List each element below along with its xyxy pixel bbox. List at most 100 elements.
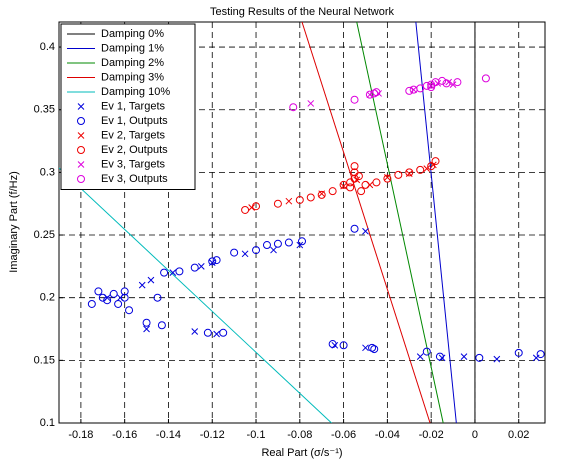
target-marker — [213, 330, 220, 338]
output-marker — [481, 74, 490, 83]
damping-line — [59, 167, 332, 423]
y-tick-label: 0.2 — [40, 292, 55, 304]
target-marker — [147, 276, 155, 284]
output-marker — [370, 345, 379, 354]
target-marker — [169, 269, 177, 276]
output-marker — [284, 238, 293, 247]
target-marker — [116, 294, 124, 302]
legend-label: Ev 1, Outputs — [101, 115, 168, 127]
output-marker — [212, 256, 221, 265]
output-marker — [453, 78, 462, 87]
target-marker — [449, 81, 457, 89]
output-marker — [317, 190, 326, 199]
target-marker — [460, 353, 468, 360]
output-marker — [475, 353, 484, 362]
x-tick-label: 0 — [472, 429, 478, 441]
y-tick-label: 0.4 — [40, 41, 55, 53]
x-tick-label: -0.14 — [156, 429, 181, 441]
plot-layer — [59, 22, 545, 423]
target-marker — [307, 100, 315, 107]
output-marker — [442, 79, 451, 88]
target-marker — [296, 241, 304, 249]
output-marker — [350, 162, 359, 171]
output-marker — [536, 350, 545, 359]
legend-label: Damping 1% — [101, 42, 164, 54]
target-marker — [143, 325, 150, 333]
target-marker — [366, 181, 374, 189]
legend-swatch — [77, 146, 85, 154]
x-tick-label: 0.02 — [508, 429, 529, 441]
legend-label: Ev 2, Targets — [101, 129, 165, 141]
target-marker — [138, 281, 146, 289]
target-marker — [366, 91, 374, 99]
output-marker — [427, 83, 436, 92]
output-marker — [339, 341, 348, 350]
target-marker — [362, 344, 369, 352]
x-tick-label: -0.1 — [247, 429, 266, 441]
output-marker — [295, 195, 304, 204]
target-marker — [197, 263, 205, 270]
output-marker — [219, 328, 228, 337]
legend-label: Damping 3% — [101, 71, 164, 83]
output-marker — [241, 205, 250, 214]
target-marker — [241, 250, 249, 258]
output-marker — [175, 267, 184, 276]
output-marker — [435, 352, 444, 361]
output-marker — [208, 257, 217, 266]
x-tick-label: -0.18 — [68, 429, 93, 441]
output-marker — [427, 162, 436, 171]
output-marker — [328, 340, 337, 349]
x-tick-label: -0.06 — [331, 429, 356, 441]
output-marker — [160, 268, 169, 277]
output-marker — [103, 296, 112, 305]
x-tick-label: -0.12 — [200, 429, 225, 441]
output-marker — [109, 289, 118, 298]
output-marker — [142, 318, 151, 327]
legend-swatch — [77, 132, 85, 139]
output-marker — [190, 263, 199, 272]
legend-label: Ev 3, Targets — [101, 158, 165, 170]
x-tick-label: -0.16 — [112, 429, 137, 441]
legend-label: Damping 0% — [101, 28, 164, 40]
legend-label: Ev 1, Targets — [101, 100, 165, 112]
output-marker — [422, 81, 431, 90]
output-marker — [306, 193, 315, 202]
output-marker — [368, 343, 377, 352]
output-marker — [273, 199, 282, 208]
output-marker — [383, 174, 392, 183]
output-marker — [252, 246, 261, 255]
output-marker — [230, 248, 239, 257]
target-marker — [410, 86, 418, 94]
target-marker — [285, 197, 293, 205]
output-marker — [405, 86, 414, 95]
output-marker — [422, 347, 431, 356]
output-marker — [298, 237, 306, 246]
output-marker — [120, 293, 129, 302]
target-marker — [362, 227, 369, 235]
output-marker — [361, 180, 370, 189]
output-marker — [350, 174, 359, 183]
target-marker — [270, 246, 277, 254]
output-marker — [125, 306, 134, 315]
y-tick-label: 0.3 — [40, 166, 55, 178]
legend-swatch — [77, 103, 85, 110]
legend-label: Ev 2, Outputs — [101, 144, 168, 156]
output-marker — [394, 170, 403, 179]
output-marker — [252, 202, 261, 211]
output-marker — [203, 328, 212, 337]
output-marker — [370, 89, 379, 98]
legend-swatch — [77, 175, 85, 183]
target-marker — [423, 165, 431, 172]
output-marker — [427, 80, 436, 89]
output-marker — [372, 178, 381, 187]
output-marker — [273, 239, 282, 248]
output-marker — [120, 287, 129, 296]
output-marker — [262, 241, 271, 250]
output-marker — [514, 348, 523, 357]
legend-label: Damping 10% — [101, 86, 170, 98]
x-tick-label: -0.04 — [375, 429, 400, 441]
output-marker — [153, 293, 162, 302]
output-marker — [350, 168, 359, 177]
output-marker — [438, 76, 447, 85]
